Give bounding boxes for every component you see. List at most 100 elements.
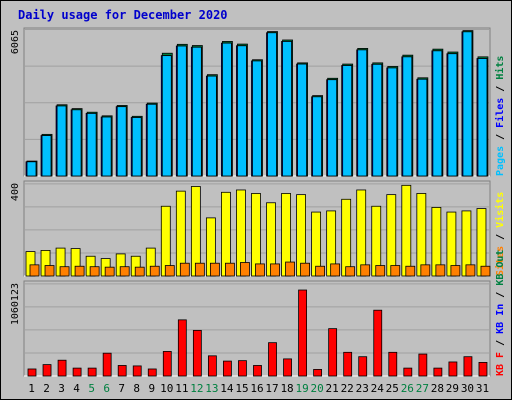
x-tick-label-22: 22 <box>341 382 354 395</box>
bar-kbf-12 <box>192 329 202 377</box>
y-max-label-visits-sites: 400 <box>10 183 21 201</box>
bar-sites-17 <box>270 263 280 277</box>
bar-kbf-8 <box>132 365 142 377</box>
bar-kbf-6 <box>102 352 112 377</box>
bar-sites-30 <box>465 264 476 277</box>
bar-visits-12 <box>190 186 201 277</box>
bar-pages-28 <box>432 50 443 177</box>
bar-sites-25 <box>390 265 401 277</box>
bar-sites-23 <box>360 264 371 277</box>
bar-sites-27 <box>420 264 431 277</box>
bar-kbf-1 <box>27 368 37 377</box>
bar-kbf-15 <box>238 360 247 377</box>
bar-sites-3 <box>59 266 70 277</box>
bar-sites-18 <box>285 261 295 277</box>
bar-sites-31 <box>480 265 491 277</box>
bar-pages-6 <box>101 116 112 177</box>
bar-pages-17 <box>267 32 277 177</box>
bar-pages-11 <box>176 45 187 177</box>
bar-kbf-9 <box>147 368 157 377</box>
bar-sites-7 <box>119 266 130 277</box>
bar-sites-16 <box>255 263 265 277</box>
bar-pages-22 <box>342 65 353 177</box>
bar-pages-12 <box>191 46 202 177</box>
bar-sites-2 <box>44 265 55 277</box>
x-tick-label-29: 29 <box>446 382 459 395</box>
bar-kbf-25 <box>388 351 398 377</box>
x-tick-label-9: 9 <box>148 382 155 395</box>
legend-part-hits-files-pages-4: Hits <box>494 56 506 80</box>
bar-pages-8 <box>131 117 142 177</box>
bar-kbf-2 <box>42 364 52 377</box>
bar-sites-13 <box>209 262 220 277</box>
bar-sites-22 <box>345 266 356 277</box>
bar-sites-14 <box>225 262 235 277</box>
x-tick-label-31: 31 <box>476 382 489 395</box>
bar-visits-27 <box>416 193 427 277</box>
x-tick-label-26: 26 <box>401 382 414 395</box>
bar-pages-23 <box>357 49 368 177</box>
bar-kbf-17 <box>268 342 277 377</box>
legend-part-kbytes-0: KB F <box>495 352 506 376</box>
legend-kbytes: KB F / KB In / KB Out <box>495 250 506 376</box>
bar-pages-10 <box>161 55 172 177</box>
bar-kbf-27 <box>418 353 428 377</box>
bar-sites-4 <box>74 265 85 277</box>
bar-pages-2 <box>41 135 52 177</box>
x-tick-label-18: 18 <box>280 382 293 395</box>
bar-visits-26 <box>401 184 412 277</box>
bar-kbf-14 <box>223 360 232 377</box>
bar-pages-24 <box>372 63 383 177</box>
bar-kbf-26 <box>403 367 413 377</box>
legend-visits-sites: Sites / Visits <box>494 192 506 276</box>
x-tick-label-19: 19 <box>295 382 308 395</box>
bar-kbf-13 <box>207 355 217 377</box>
bar-pages-29 <box>447 53 458 177</box>
bar-kbf-23 <box>358 356 368 377</box>
bar-sites-9 <box>149 265 160 277</box>
x-tick-label-23: 23 <box>356 382 369 395</box>
bar-visits-22 <box>341 198 352 277</box>
legend-part-visits-sites-2: Visits <box>494 192 506 228</box>
bar-sites-28 <box>435 264 446 277</box>
x-tick-label-15: 15 <box>235 382 248 395</box>
legend-part-hits-files-pages-0: Pages <box>495 146 506 176</box>
bar-pages-4 <box>71 109 82 177</box>
bar-pages-31 <box>477 58 488 177</box>
x-tick-label-30: 30 <box>461 382 474 395</box>
bar-kbf-16 <box>253 365 262 377</box>
x-tick-label-16: 16 <box>250 382 263 395</box>
x-tick-label-10: 10 <box>160 382 173 395</box>
x-tick-label-24: 24 <box>371 382 385 395</box>
legend-part-visits-sites-1: / <box>495 228 506 246</box>
bar-pages-21 <box>327 79 338 177</box>
bar-pages-18 <box>282 41 292 177</box>
x-tick-label-4: 4 <box>73 382 80 395</box>
legend-part-kbytes-1: / <box>495 334 506 352</box>
bar-sites-24 <box>375 265 386 277</box>
legend-part-hits-files-pages-3: / <box>495 80 506 98</box>
bar-pages-30 <box>462 31 473 177</box>
bar-pages-5 <box>86 113 97 177</box>
x-tick-label-20: 20 <box>311 382 324 395</box>
x-tick-label-1: 1 <box>28 382 35 395</box>
bar-pages-27 <box>417 78 428 177</box>
x-tick-label-8: 8 <box>133 382 140 395</box>
bar-pages-15 <box>237 45 247 177</box>
x-tick-label-6: 6 <box>103 382 110 395</box>
legend-part-kbytes-2: KB In <box>495 304 506 334</box>
x-tick-label-5: 5 <box>88 382 95 395</box>
bar-pages-19 <box>297 63 307 177</box>
legend-part-hits-files-pages-1: / <box>495 128 506 146</box>
bar-sites-26 <box>405 265 416 277</box>
bar-pages-1 <box>26 161 37 177</box>
x-tick-label-3: 3 <box>58 382 65 395</box>
bar-kbf-11 <box>177 319 187 377</box>
x-tick-label-14: 14 <box>220 382 234 395</box>
bar-visits-23 <box>356 189 367 277</box>
legend-part-hits-files-pages-2: Files <box>494 98 506 128</box>
bar-pages-16 <box>252 60 262 177</box>
x-tick-label-12: 12 <box>190 382 203 395</box>
bar-sites-5 <box>89 266 100 277</box>
